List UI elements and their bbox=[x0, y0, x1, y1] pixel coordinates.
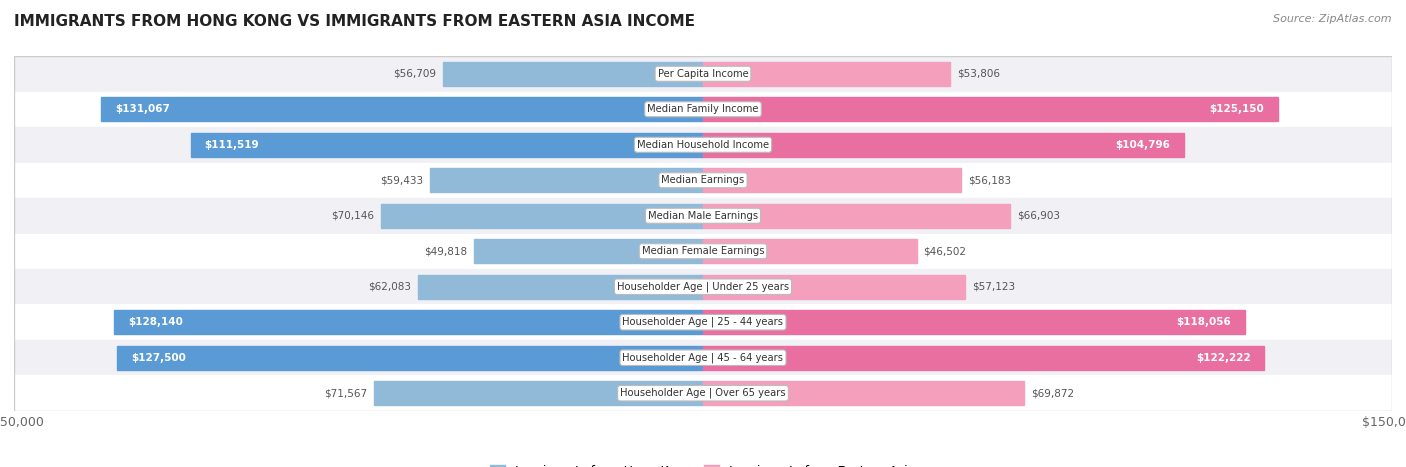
Bar bbox=[703, 62, 950, 86]
Bar bbox=[703, 381, 1024, 405]
Bar bbox=[191, 133, 703, 157]
Bar bbox=[114, 310, 703, 334]
Text: Median Family Income: Median Family Income bbox=[647, 104, 759, 114]
Text: $62,083: $62,083 bbox=[368, 282, 411, 292]
Bar bbox=[703, 346, 1264, 370]
Text: $66,903: $66,903 bbox=[1017, 211, 1060, 221]
Bar bbox=[381, 204, 703, 228]
Bar bbox=[474, 239, 703, 263]
Bar bbox=[430, 168, 703, 192]
Text: $111,519: $111,519 bbox=[205, 140, 259, 150]
Text: Median Male Earnings: Median Male Earnings bbox=[648, 211, 758, 221]
Bar bbox=[703, 168, 962, 192]
Text: Source: ZipAtlas.com: Source: ZipAtlas.com bbox=[1274, 14, 1392, 24]
Text: $125,150: $125,150 bbox=[1209, 104, 1264, 114]
Text: $69,872: $69,872 bbox=[1031, 388, 1074, 398]
Bar bbox=[418, 275, 703, 299]
Bar bbox=[14, 269, 1392, 304]
Text: $131,067: $131,067 bbox=[115, 104, 170, 114]
Bar bbox=[14, 163, 1392, 198]
Text: Householder Age | 45 - 64 years: Householder Age | 45 - 64 years bbox=[623, 353, 783, 363]
Text: Median Earnings: Median Earnings bbox=[661, 175, 745, 185]
Text: IMMIGRANTS FROM HONG KONG VS IMMIGRANTS FROM EASTERN ASIA INCOME: IMMIGRANTS FROM HONG KONG VS IMMIGRANTS … bbox=[14, 14, 695, 29]
Text: Per Capita Income: Per Capita Income bbox=[658, 69, 748, 79]
Text: $104,796: $104,796 bbox=[1116, 140, 1171, 150]
Bar bbox=[14, 198, 1392, 234]
Bar bbox=[703, 275, 966, 299]
Text: $118,056: $118,056 bbox=[1177, 317, 1232, 327]
Bar bbox=[14, 340, 1392, 375]
Bar bbox=[101, 97, 703, 121]
Bar bbox=[703, 310, 1246, 334]
Text: Householder Age | 25 - 44 years: Householder Age | 25 - 44 years bbox=[623, 317, 783, 327]
Text: $127,500: $127,500 bbox=[131, 353, 186, 363]
Text: Median Female Earnings: Median Female Earnings bbox=[641, 246, 765, 256]
Bar bbox=[703, 133, 1184, 157]
Text: $59,433: $59,433 bbox=[380, 175, 423, 185]
Text: Householder Age | Under 25 years: Householder Age | Under 25 years bbox=[617, 282, 789, 292]
Text: $128,140: $128,140 bbox=[128, 317, 183, 327]
Text: Householder Age | Over 65 years: Householder Age | Over 65 years bbox=[620, 388, 786, 398]
Bar bbox=[14, 375, 1392, 411]
Bar bbox=[14, 56, 1392, 92]
Text: $46,502: $46,502 bbox=[924, 246, 966, 256]
Bar bbox=[14, 234, 1392, 269]
Bar bbox=[374, 381, 703, 405]
Legend: Immigrants from Hong Kong, Immigrants from Eastern Asia: Immigrants from Hong Kong, Immigrants fr… bbox=[485, 460, 921, 467]
Bar bbox=[14, 127, 1392, 163]
Text: $56,709: $56,709 bbox=[392, 69, 436, 79]
Bar bbox=[14, 304, 1392, 340]
Bar bbox=[117, 346, 703, 370]
Bar bbox=[703, 204, 1011, 228]
Text: $53,806: $53,806 bbox=[957, 69, 1000, 79]
Bar bbox=[703, 239, 917, 263]
Bar bbox=[443, 62, 703, 86]
Text: $57,123: $57,123 bbox=[973, 282, 1015, 292]
Text: Median Household Income: Median Household Income bbox=[637, 140, 769, 150]
Text: $71,567: $71,567 bbox=[325, 388, 367, 398]
Text: $70,146: $70,146 bbox=[330, 211, 374, 221]
Text: $49,818: $49,818 bbox=[425, 246, 467, 256]
Bar bbox=[14, 92, 1392, 127]
Text: $122,222: $122,222 bbox=[1197, 353, 1250, 363]
Text: $56,183: $56,183 bbox=[967, 175, 1011, 185]
Bar bbox=[703, 97, 1278, 121]
